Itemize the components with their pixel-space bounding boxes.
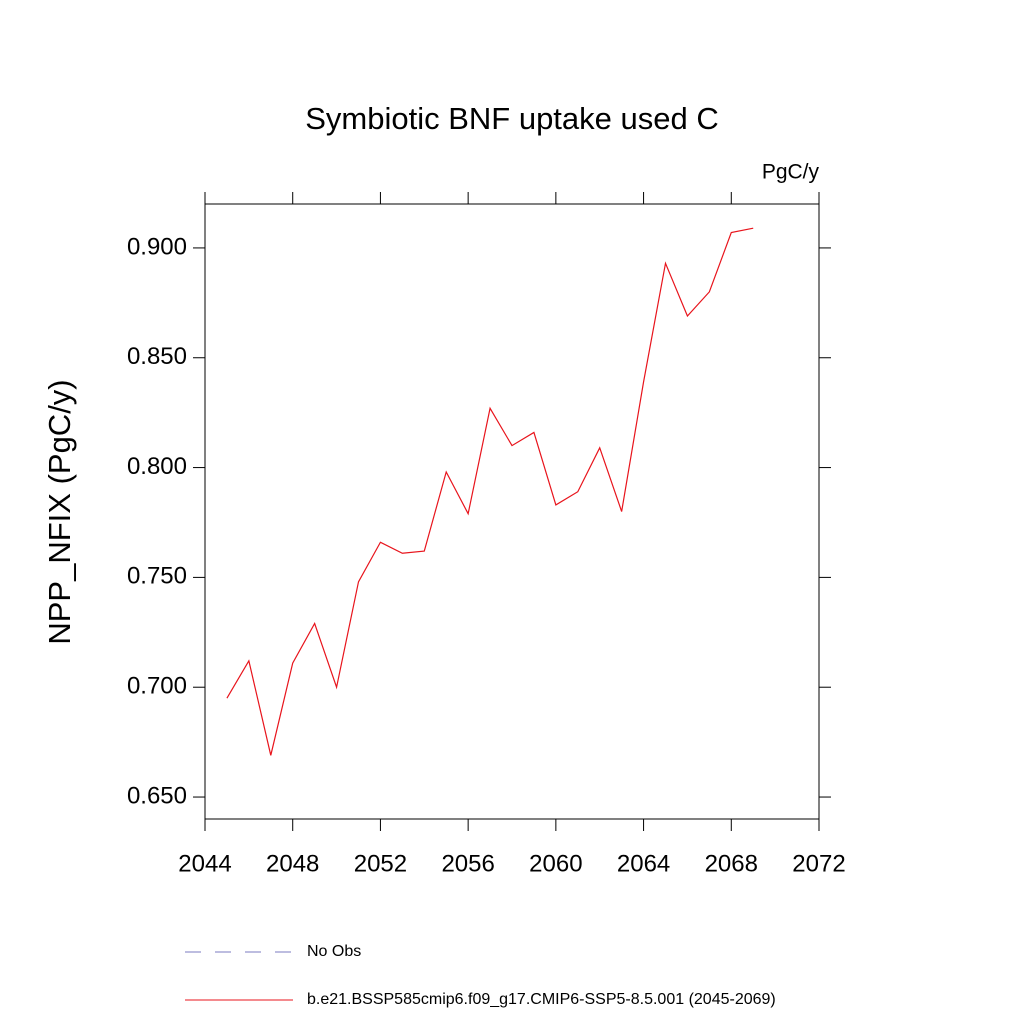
data-line [226, 227, 754, 756]
y-tick-label: 0.900 [127, 233, 187, 260]
x-tick-label: 2064 [617, 850, 670, 877]
y-tick-label: 0.700 [127, 673, 187, 700]
y-tick-label: 0.650 [127, 782, 187, 809]
y-axis-label: NPP_NFIX (PgC/y) [42, 379, 77, 644]
x-tick-label: 2060 [529, 850, 582, 877]
legend-label: No Obs [307, 943, 361, 960]
plot-frame [204, 203, 820, 820]
x-tick-label: 2072 [792, 850, 845, 877]
units-label: PgC/y [762, 161, 820, 184]
x-tick-label: 2056 [441, 850, 494, 877]
chart-title: Symbiotic BNF uptake used C [305, 101, 719, 136]
x-tick-label: 2052 [354, 850, 407, 877]
legend-label: b.e21.BSSP585cmip6.f09_g17.CMIP6-SSP5-8.… [307, 991, 776, 1008]
x-tick-label: 2044 [178, 850, 231, 877]
x-tick-label: 2068 [705, 850, 758, 877]
y-tick-label: 0.850 [127, 343, 187, 370]
x-tick-label: 2048 [266, 850, 319, 877]
y-tick-label: 0.800 [127, 453, 187, 480]
y-tick-label: 0.750 [127, 563, 187, 590]
